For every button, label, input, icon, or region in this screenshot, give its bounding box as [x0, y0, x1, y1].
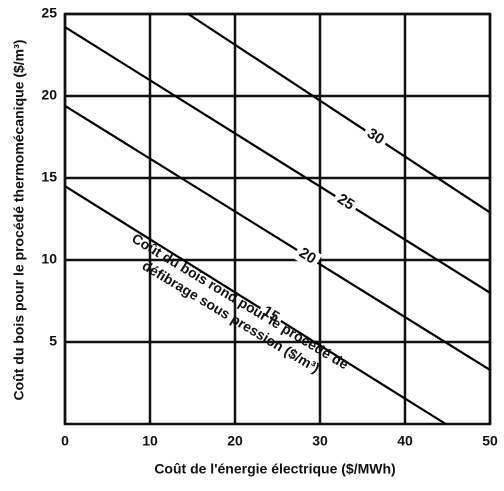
y-tick-label: 20	[41, 87, 57, 103]
x-tick-label: 20	[227, 433, 243, 449]
series-label-group: 15	[255, 300, 286, 329]
label-background	[292, 242, 323, 271]
x-tick-label: 10	[142, 433, 158, 449]
x-tick-label: 40	[397, 433, 413, 449]
y-tick-label: 15	[41, 169, 57, 185]
x-tick-label: 50	[482, 433, 498, 449]
x-tick-label: 30	[312, 433, 328, 449]
series-label: 25	[334, 190, 357, 213]
plot-frame	[63, 12, 492, 426]
label-background	[360, 122, 391, 152]
series-line	[64, 26, 491, 294]
y-tick-label: 10	[41, 251, 57, 267]
label-background	[330, 188, 361, 217]
annotation-line: défibrage sous pression ($/m³)	[140, 257, 323, 376]
y-tick-label: 25	[41, 5, 57, 21]
series-label-group: 25	[330, 188, 361, 217]
y-axis-title: Coût du bois pour le procédé thermomécan…	[11, 40, 27, 401]
series-label: 20	[296, 244, 319, 267]
series-label: 30	[364, 125, 387, 148]
y-tick-label: 5	[49, 333, 57, 349]
x-tick-label: 0	[61, 433, 69, 449]
series-line	[64, 185, 447, 425]
series-label: 15	[259, 303, 282, 326]
series-line	[64, 104, 491, 371]
series-label-group: 20	[292, 242, 323, 271]
x-axis-title: Coût de l'énergie électrique ($/MWh)	[154, 461, 395, 477]
label-background	[255, 300, 286, 329]
series-label-group: 30	[360, 122, 391, 152]
series-line	[187, 13, 491, 214]
